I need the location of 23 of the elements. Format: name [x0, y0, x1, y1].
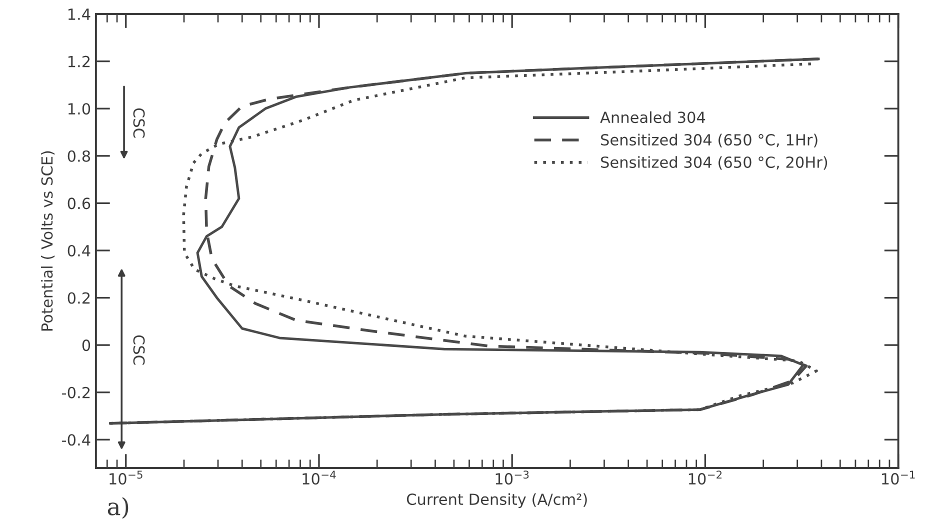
legend-label: Annealed 304 [600, 111, 706, 124]
x-axis-title: Current Density (A/cm²) [406, 493, 587, 508]
y-tick-label: 0.4 [68, 244, 90, 256]
annotation: CSC [133, 335, 145, 365]
y-tick-label: 1.4 [68, 8, 90, 20]
y-tick-label: 1.0 [68, 103, 90, 115]
y-tick-label: 1.2 [68, 56, 90, 68]
text: a) [108, 497, 128, 519]
legend-label: Sensitized 304 (650 °C, 20Hr) [601, 156, 828, 170]
legend-label: Sensitized 304 (650 °C, 1Hr) [601, 134, 818, 148]
y-tick-label: 0.2 [68, 292, 90, 304]
x-tick-label: 10$^{−3}$ [496, 470, 529, 485]
y-tick-label: 0.6 [68, 198, 90, 210]
y-tick-label: 0.8 [68, 150, 90, 162]
y-tick-label: 0 [82, 340, 90, 352]
annotation: CSC [133, 108, 145, 138]
x-tick-label: 10$^{−1}$ [882, 470, 915, 485]
y-axis-title: Potential ( Volts vs SCE) [40, 151, 55, 331]
x-tick-label: 10$^{−5}$ [110, 470, 142, 485]
y-tick-label: -0.2 [62, 386, 90, 398]
x-tick-label: 10$^{−2}$ [688, 470, 722, 485]
y-tick-label: -0.4 [62, 434, 90, 446]
x-tick-label: 10$^{−4}$ [302, 470, 336, 485]
